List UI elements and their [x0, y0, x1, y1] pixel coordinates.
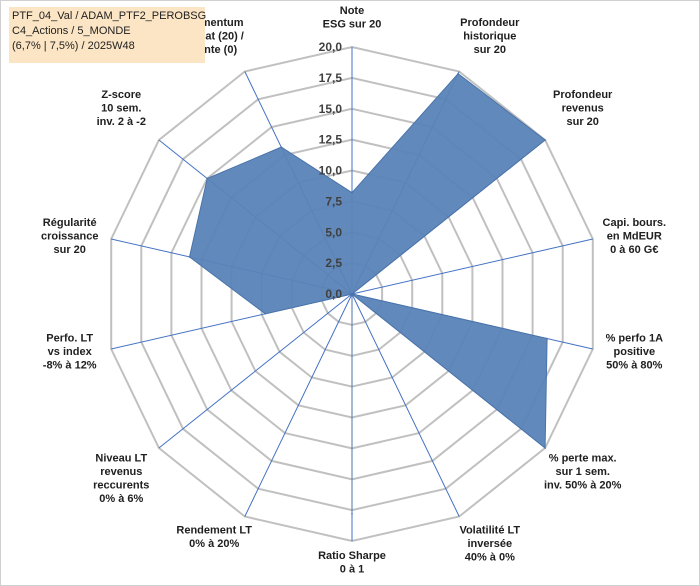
tick-label: 7,5 [325, 194, 342, 208]
tick-label: 12,5 [319, 133, 343, 147]
axis-label: Régularité croissance sur 20 [41, 217, 98, 256]
data-point [544, 447, 546, 449]
axis-label: % perte max. sur 1 sem. inv. 50% à 20% [544, 453, 622, 492]
axis-spoke [244, 293, 353, 517]
tick-label: 15,0 [319, 102, 343, 116]
tick-label: 2,5 [325, 256, 342, 270]
portfolio-info-box: PTF_04_Val / ADAM_PTF2_PEROBSG C4_Action… [9, 7, 207, 63]
data-point [351, 191, 353, 194]
tick-label: 20,0 [319, 40, 343, 54]
data-point [544, 139, 546, 141]
radial-tick-labels: 0,0 2,5 5,0 7,5 10,0 12,5 15,0 17,5 20,0 [319, 40, 343, 301]
axis-label: Note ESG sur 20 [323, 5, 382, 31]
axis-label: Profondeur revenus sur 20 [553, 89, 613, 128]
axis-spoke [351, 293, 460, 517]
data-point [351, 513, 353, 515]
axis-label: Rendement LT 0% à 20% [176, 524, 252, 550]
axis-label: Perfo. LT vs index -8% à 12% [43, 332, 97, 371]
data-point [457, 72, 459, 75]
data-point [546, 337, 548, 340]
radar-series [188, 72, 548, 515]
asset-class-text: C4_Actions / 5_MONDE [12, 25, 131, 37]
tick-label: 5,0 [325, 225, 342, 239]
axis-label: Volatilité LT inversée 40% à 0% [459, 524, 520, 563]
axis-labels: Note ESG sur 20 Profondeur historique sur 20… [41, 5, 666, 576]
tick-label: 10,0 [319, 164, 343, 178]
axis-label: % perfo 1A positive 50% à 80% [606, 332, 664, 371]
axis-label: Z-score 10 sem. inv. 2 à -2 [97, 89, 146, 128]
data-point [351, 293, 353, 295]
axis-label: Capi. bours. en MdEUR 0 à 60 G€ [603, 217, 667, 256]
axis-spoke [351, 238, 593, 295]
axis-label: Ratio Sharpe 0 à 1 [318, 550, 386, 576]
axis-spoke [158, 293, 353, 449]
data-point [280, 146, 283, 148]
data-point [188, 256, 191, 258]
data-point [206, 177, 208, 180]
axis-label: Niveau LT revenus reccurents 0% à 6% [93, 453, 149, 506]
tick-label: 17,5 [319, 71, 343, 85]
tick-label: 0,0 [325, 287, 342, 301]
series-area [188, 73, 548, 514]
axis-label: Profondeur historique sur 20 [460, 17, 520, 56]
period-text: (6,7% | 7,5%) / 2025W48 [12, 40, 135, 52]
portfolio-id-text: PTF_04_Val / ADAM_PTF2_PEROBSG [12, 10, 207, 22]
data-point [264, 313, 267, 315]
